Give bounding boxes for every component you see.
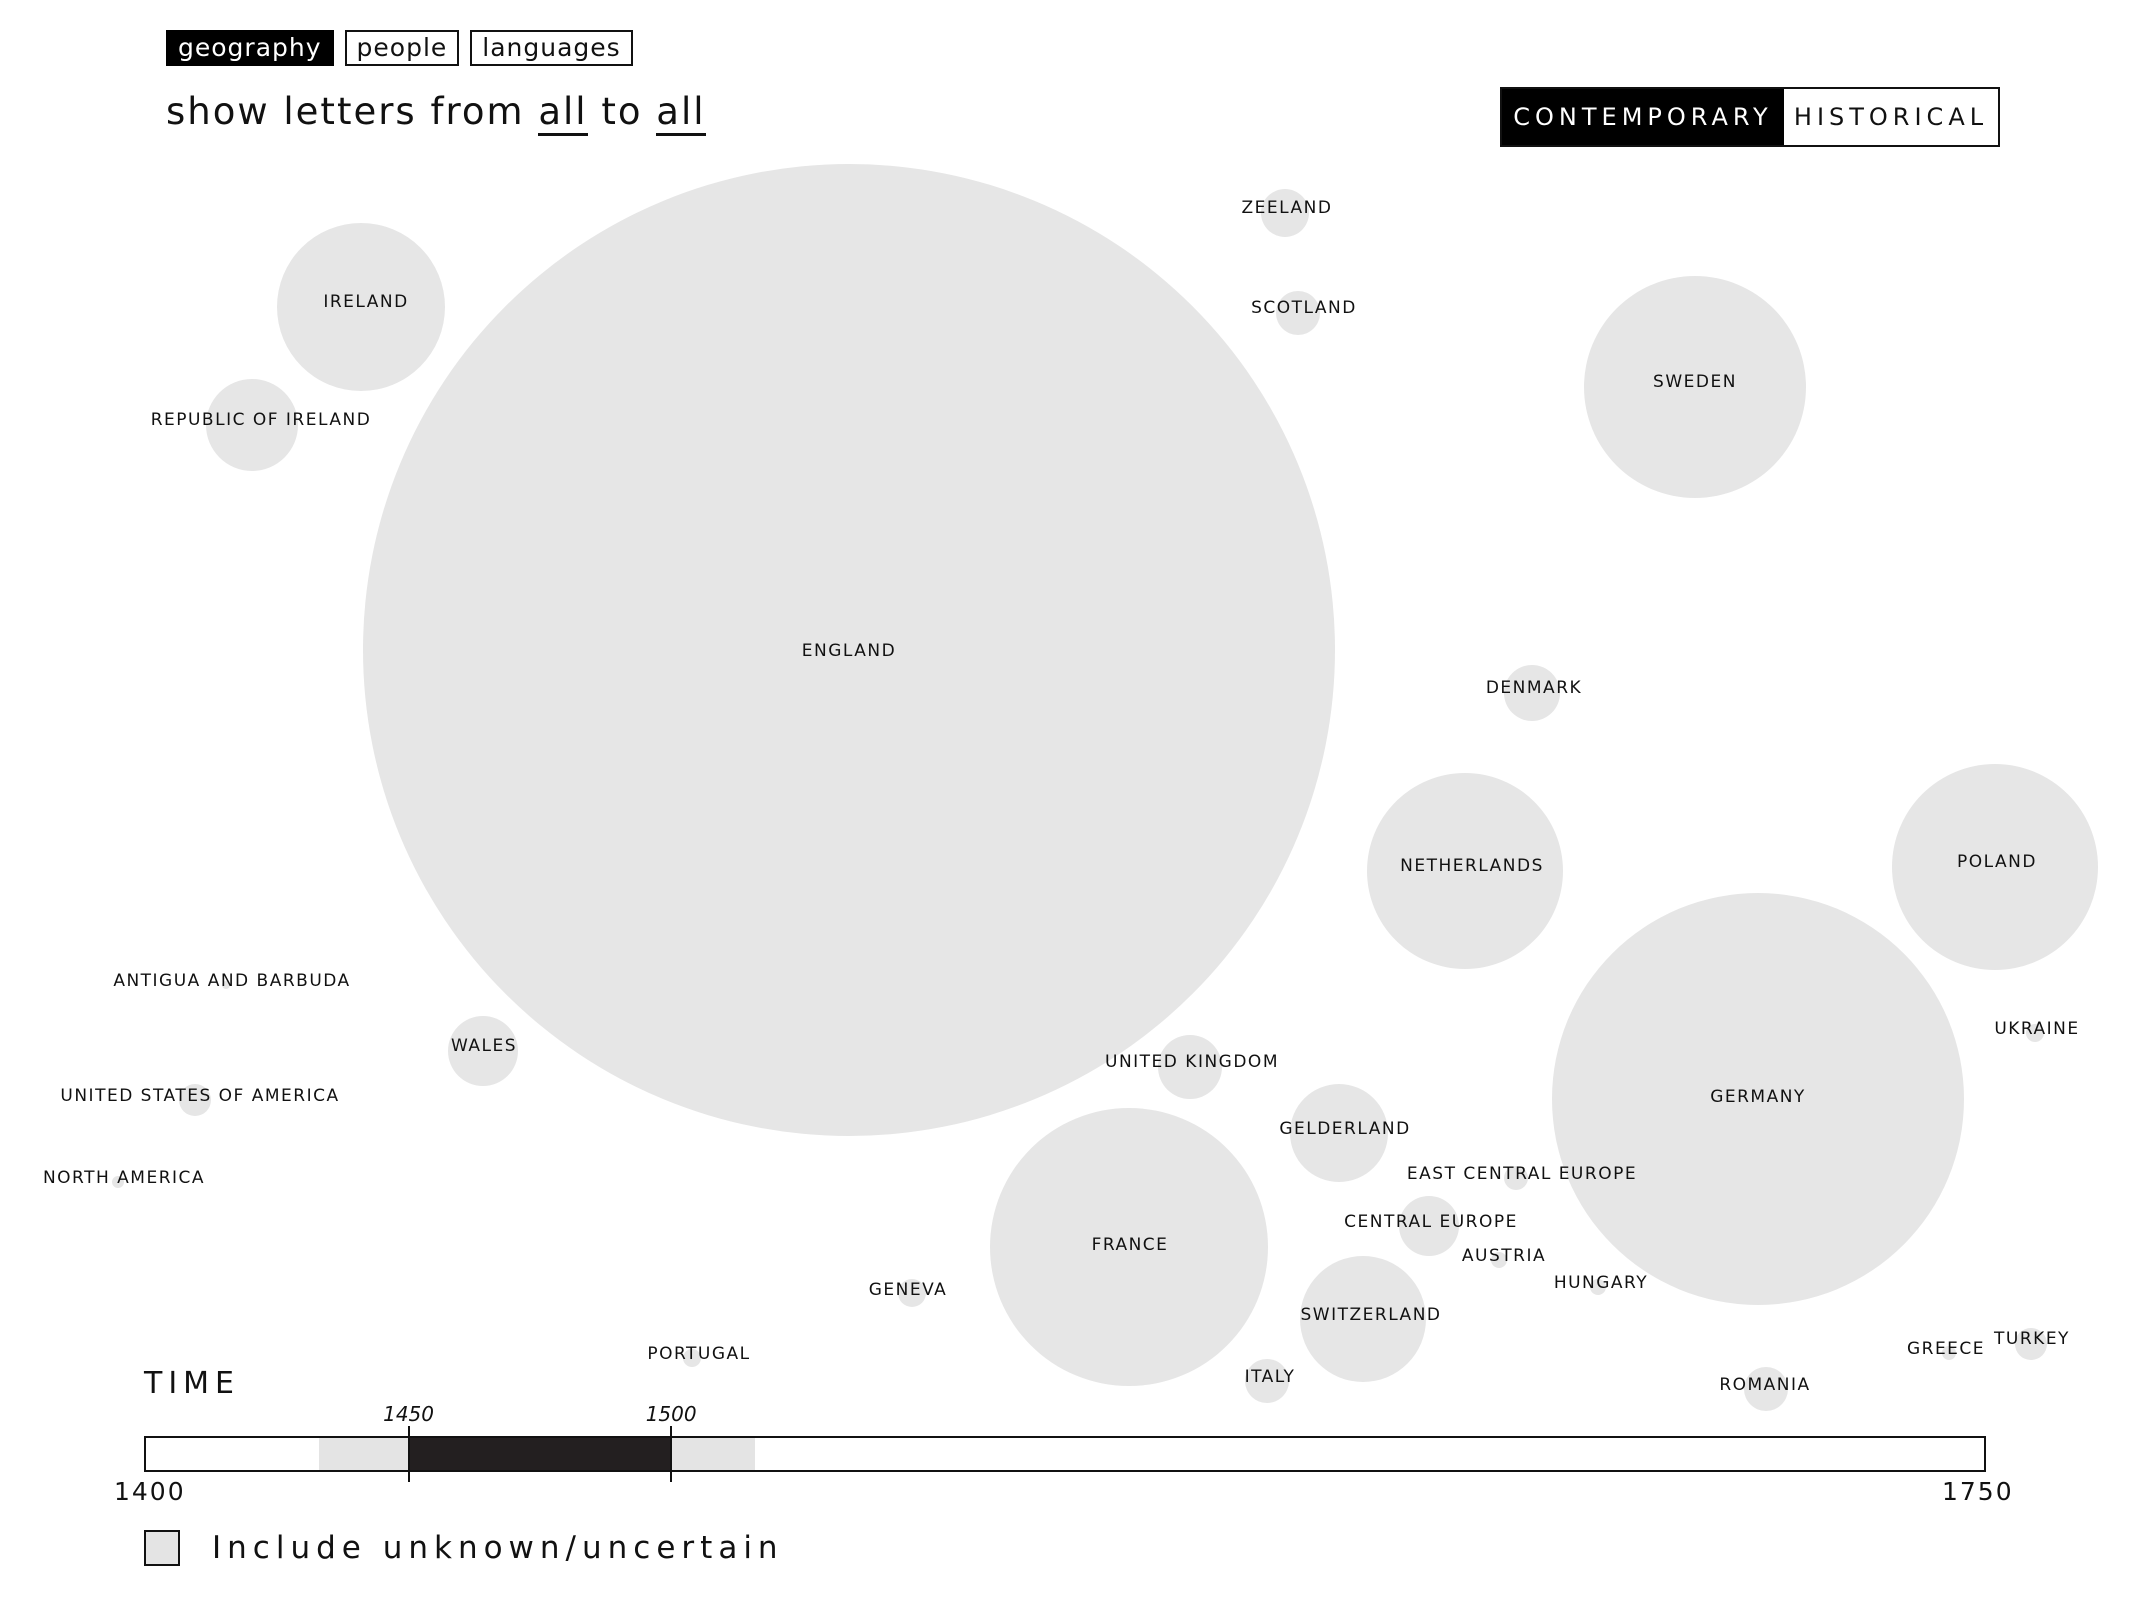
- context-range-left: [319, 1438, 409, 1470]
- from-selector[interactable]: all: [538, 90, 588, 136]
- label-central-europe: CENTRAL EUROPE: [1344, 1212, 1518, 1232]
- label-portugal: PORTUGAL: [647, 1344, 750, 1364]
- unknown-option: Include unknown/uncertain: [144, 1530, 784, 1566]
- filter-middle: to: [601, 90, 643, 133]
- bubble-netherlands[interactable]: [1367, 773, 1563, 969]
- to-selector[interactable]: all: [656, 90, 706, 136]
- label-ireland: IRELAND: [323, 292, 408, 312]
- bubble-hungary[interactable]: [1590, 1279, 1606, 1295]
- bubble-ireland[interactable]: [277, 223, 445, 391]
- include-unknown-label: Include unknown/uncertain: [212, 1530, 784, 1566]
- label-france: FRANCE: [1092, 1235, 1169, 1255]
- bubble-austria[interactable]: [1491, 1252, 1507, 1268]
- label-antigua-and-barbuda: ANTIGUA AND BARBUDA: [113, 971, 350, 991]
- bubble-turkey[interactable]: [2015, 1328, 2047, 1360]
- bubble-wales[interactable]: [448, 1016, 518, 1086]
- bubble-republic-of-ireland[interactable]: [206, 379, 298, 471]
- start-handle[interactable]: [407, 1426, 410, 1482]
- include-unknown-checkbox[interactable]: [144, 1530, 180, 1566]
- bubble-zeeland[interactable]: [1261, 189, 1309, 237]
- bubble-italy[interactable]: [1245, 1359, 1289, 1403]
- bubble-ukraine[interactable]: [2026, 1024, 2044, 1042]
- start-handle-label: 1450: [383, 1402, 435, 1426]
- bubble-poland[interactable]: [1892, 764, 2098, 970]
- label-wales: WALES: [451, 1036, 517, 1056]
- timeline-max-label: 1750: [1942, 1477, 2014, 1506]
- label-republic-of-ireland: REPUBLIC OF IRELAND: [151, 410, 372, 430]
- bubble-central-europe[interactable]: [1399, 1196, 1459, 1256]
- bubble-romania[interactable]: [1744, 1367, 1788, 1411]
- view-tabs: geography people languages: [166, 30, 633, 66]
- label-germany: GERMANY: [1710, 1087, 1806, 1107]
- label-netherlands: NETHERLANDS: [1400, 856, 1544, 876]
- label-zeeland: ZEELAND: [1242, 198, 1333, 218]
- bubble-sweden[interactable]: [1584, 276, 1806, 498]
- label-italy: ITALY: [1245, 1367, 1296, 1387]
- bubble-east-central-europe[interactable]: [1504, 1166, 1528, 1190]
- label-gelderland: GELDERLAND: [1279, 1119, 1410, 1139]
- bubble-portugal[interactable]: [683, 1349, 701, 1367]
- letter-filter-sentence: show letters from all to all: [166, 90, 706, 136]
- tab-languages[interactable]: languages: [470, 30, 633, 66]
- historical-button[interactable]: HISTORICAL: [1793, 103, 1989, 131]
- mode-toggle: CONTEMPORARY HISTORICAL: [1500, 87, 2000, 147]
- label-ukraine: UKRAINE: [1994, 1019, 2079, 1039]
- label-denmark: DENMARK: [1486, 678, 1582, 698]
- label-turkey: TURKEY: [1993, 1329, 2070, 1349]
- label-england: ENGLAND: [802, 641, 896, 661]
- bubble-north-america[interactable]: [112, 1176, 124, 1188]
- label-hungary: HUNGARY: [1554, 1273, 1648, 1293]
- timeline-min-label: 1400: [114, 1477, 186, 1506]
- label-romania: ROMANIA: [1719, 1375, 1810, 1395]
- label-united-states-of-america: UNITED STATES OF AMERICA: [60, 1086, 339, 1106]
- bubble-scotland[interactable]: [1276, 291, 1320, 335]
- label-austria: AUSTRIA: [1462, 1246, 1546, 1266]
- tab-geography[interactable]: geography: [166, 30, 334, 66]
- end-handle[interactable]: [670, 1426, 673, 1482]
- label-switzerland: SWITZERLAND: [1301, 1305, 1442, 1325]
- context-range-right: [671, 1438, 756, 1470]
- filter-prefix: show letters from: [166, 90, 525, 133]
- bubble-united-kingdom[interactable]: [1158, 1035, 1222, 1099]
- label-greece: GREECE: [1907, 1339, 1985, 1359]
- label-poland: POLAND: [1957, 852, 2037, 872]
- label-east-central-europe: EAST CENTRAL EUROPE: [1407, 1164, 1637, 1184]
- bubble-france[interactable]: [990, 1108, 1268, 1386]
- bubble-antigua-and-barbuda[interactable]: [222, 981, 230, 989]
- end-handle-label: 1500: [645, 1402, 697, 1426]
- bubble-united-states-of-america[interactable]: [179, 1084, 211, 1116]
- label-north-america: NORTH AMERICA: [43, 1168, 205, 1188]
- bubble-england[interactable]: [363, 164, 1335, 1136]
- contemporary-button[interactable]: CONTEMPORARY: [1502, 89, 1784, 145]
- label-sweden: SWEDEN: [1653, 372, 1737, 392]
- selected-range[interactable]: [408, 1438, 672, 1470]
- label-united-kingdom: UNITED KINGDOM: [1105, 1052, 1279, 1072]
- tab-people[interactable]: people: [344, 30, 460, 66]
- bubble-greece[interactable]: [1942, 1346, 1956, 1360]
- time-slider[interactable]: 1450 1500: [144, 1402, 1986, 1482]
- bubble-switzerland[interactable]: [1300, 1256, 1426, 1382]
- time-title: TIME: [144, 1366, 241, 1401]
- bubble-geneva[interactable]: [898, 1279, 926, 1307]
- bubble-denmark[interactable]: [1504, 665, 1560, 721]
- bubble-germany[interactable]: [1552, 893, 1964, 1305]
- label-geneva: GENEVA: [869, 1280, 948, 1300]
- bubble-gelderland[interactable]: [1290, 1084, 1388, 1182]
- label-scotland: SCOTLAND: [1251, 298, 1357, 318]
